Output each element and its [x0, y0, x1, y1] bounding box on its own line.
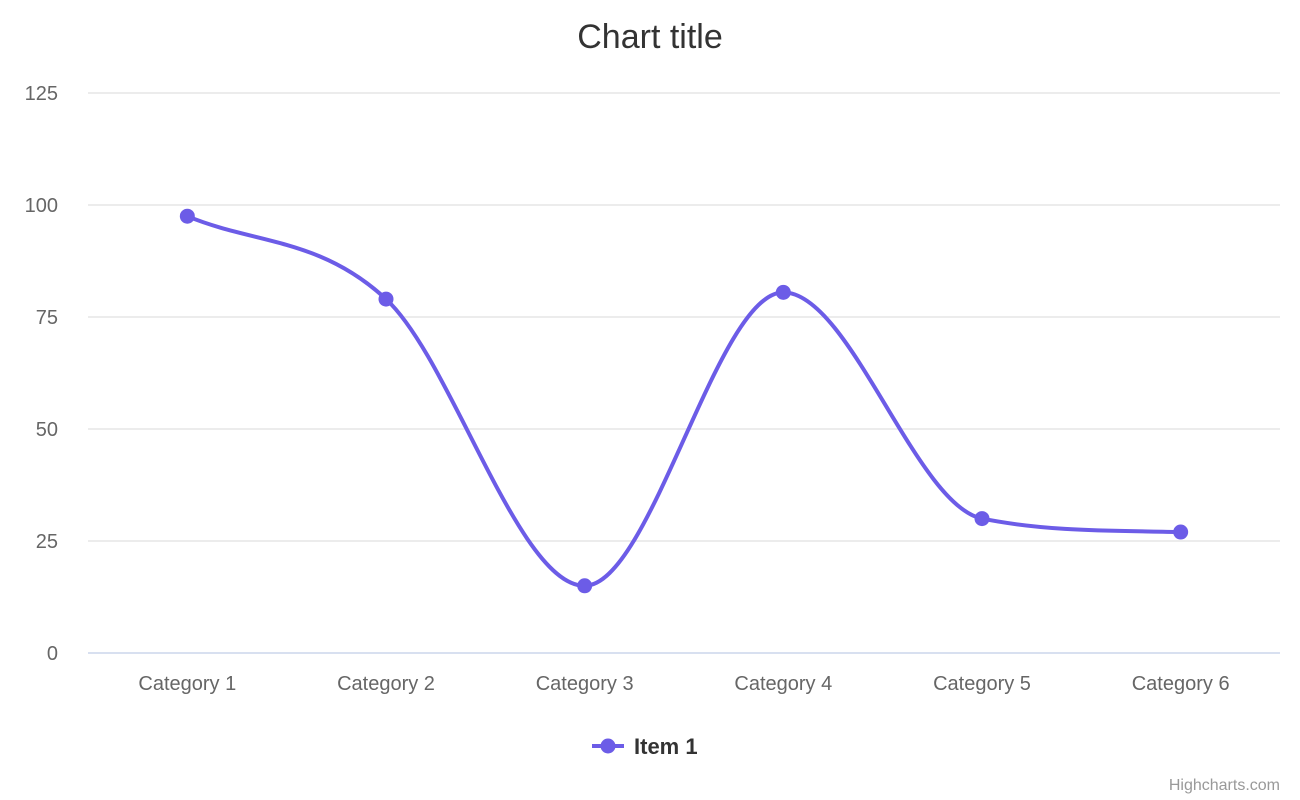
data-point[interactable]: [1173, 524, 1189, 540]
legend-item-1[interactable]: Item 1: [592, 734, 698, 759]
credits-link[interactable]: Highcharts.com: [1169, 777, 1280, 794]
y-tick-label: 125: [25, 83, 58, 105]
y-tick-label: 25: [36, 531, 58, 553]
x-tick-label: Category 3: [536, 673, 634, 695]
data-point[interactable]: [179, 208, 195, 224]
y-tick-label: 50: [36, 419, 58, 441]
legend[interactable]: Item 1: [592, 734, 698, 759]
y-axis: 0 25 50 75 100 125: [25, 83, 58, 665]
x-axis: Category 1 Category 2 Category 3 Category 4…: [88, 652, 1280, 695]
grid-lines: [88, 92, 1280, 542]
data-point[interactable]: [577, 578, 593, 594]
series-item-1[interactable]: [179, 208, 1189, 594]
legend-marker-symbol: [600, 738, 616, 754]
x-tick-label: Category 2: [337, 673, 435, 695]
data-point[interactable]: [378, 291, 394, 307]
series-line[interactable]: [185, 214, 1183, 588]
legend-label[interactable]: Item 1: [634, 734, 698, 759]
x-tick-label: Category 4: [734, 673, 832, 695]
data-point[interactable]: [974, 511, 990, 527]
series-layer: [179, 208, 1189, 594]
x-tick-label: Category 1: [138, 673, 236, 695]
chart-title: Chart title: [577, 18, 723, 56]
y-tick-label: 0: [47, 643, 58, 665]
x-tick-label: Category 5: [933, 673, 1031, 695]
y-tick-label: 75: [36, 307, 58, 329]
data-point[interactable]: [775, 284, 791, 300]
x-tick-label: Category 6: [1132, 673, 1230, 695]
y-tick-label: 100: [25, 195, 58, 217]
